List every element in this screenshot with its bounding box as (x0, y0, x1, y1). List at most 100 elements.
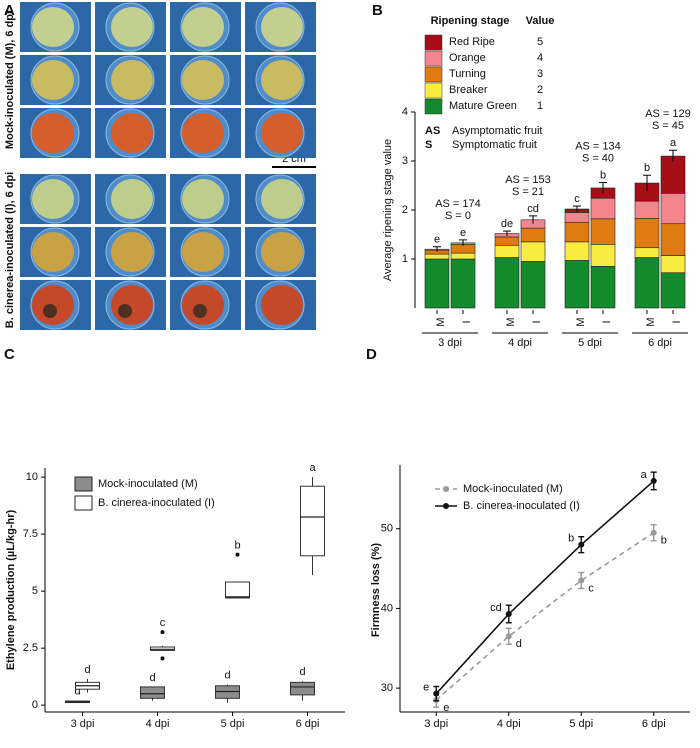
y-tick-label: 2.5 (23, 642, 38, 654)
row-group-label: B. cinerea-inoculated (I), 6 dpi (4, 172, 16, 328)
box (225, 581, 250, 599)
point (505, 610, 512, 617)
row-group-label: Mock-inoculated (M), 6 dpi (4, 11, 16, 149)
significance-letter: e (423, 682, 429, 694)
series-line (435, 480, 655, 695)
significance-letter: d (224, 670, 230, 682)
x-tick-label: I (461, 320, 473, 323)
y-tick-label: 30 (381, 682, 393, 694)
x-tick-label: M (575, 317, 587, 326)
fruit (111, 179, 153, 219)
bar-segment (590, 197, 616, 220)
group-label: 5 dpi (578, 337, 602, 349)
annotation: AS = 174 (435, 198, 481, 210)
point (578, 541, 585, 548)
x-tick-label: 6 dpi (296, 718, 320, 730)
y-tick-label: 2 (402, 204, 408, 216)
y-tick-label: 10 (26, 471, 38, 483)
significance-letter: d (84, 664, 90, 676)
y-tick-label: 5 (32, 585, 38, 597)
legend-label: Mature Green (449, 100, 517, 112)
fruit (182, 60, 224, 100)
significance-letter: c (588, 582, 594, 594)
significance-letter: b (568, 533, 574, 545)
annotation: S = 21 (512, 186, 544, 198)
bar-segment (660, 155, 686, 194)
x-tick-label: M (435, 317, 447, 326)
lesion (118, 304, 132, 318)
significance-letter: d (149, 672, 155, 684)
panel-label: D (366, 346, 377, 363)
bar-segment (660, 255, 686, 274)
fruit (32, 113, 74, 153)
box (290, 681, 315, 696)
bar-segment (634, 218, 660, 249)
bar-segment (424, 258, 450, 309)
significance-letter: b (644, 162, 650, 174)
abbreviation: S (425, 139, 432, 151)
bar-segment (450, 258, 476, 309)
bar-segment (494, 236, 520, 246)
x-tick-label: 5 dpi (569, 718, 593, 730)
y-tick-label: 7.5 (23, 528, 38, 540)
legend-label: Orange (449, 52, 486, 64)
box (300, 485, 325, 557)
bar-segment (634, 200, 660, 219)
y-tick-label: 4 (402, 106, 408, 118)
y-axis-label: Average ripening stage value (382, 139, 394, 281)
point (650, 529, 657, 536)
significance-letter: c (574, 193, 580, 205)
x-tick-label: 4 dpi (146, 718, 170, 730)
legend-swatch (424, 50, 443, 67)
legend-value: 2 (537, 84, 543, 96)
point (505, 633, 512, 640)
fruit (261, 7, 303, 47)
bar-segment (520, 227, 546, 243)
legend-label: B. cinerea-inoculated (I) (98, 497, 215, 509)
outlier (160, 656, 165, 661)
legend-label: B. cinerea-inoculated (I) (463, 500, 580, 512)
x-tick-label: 3 dpi (424, 718, 448, 730)
bar-segment (520, 241, 546, 262)
fruit (32, 232, 74, 272)
y-axis-label: Firmness loss (%) (370, 543, 382, 637)
bar-segment (450, 252, 476, 260)
significance-letter: d (74, 686, 80, 698)
significance-letter: b (234, 540, 240, 552)
x-tick-label: 5 dpi (221, 718, 245, 730)
abbreviation-text: Asymptomatic fruit (452, 125, 542, 137)
annotation: AS = 134 (575, 140, 621, 152)
y-tick-label: 1 (402, 253, 408, 265)
significance-letter: a (641, 469, 648, 481)
fruit (32, 60, 74, 100)
x-tick-label: I (531, 320, 543, 323)
y-tick-label: 50 (381, 523, 393, 535)
series-line (435, 532, 655, 701)
significance-letter: d (299, 666, 305, 678)
fruit (261, 285, 303, 325)
bar-segment (494, 257, 520, 309)
significance-letter: a (670, 137, 677, 149)
legend-value: 1 (537, 100, 543, 112)
fruit (32, 179, 74, 219)
x-tick-label: M (505, 317, 517, 326)
legend-label: Red Ripe (449, 36, 495, 48)
bar-segment (590, 266, 616, 309)
legend-value: 4 (537, 52, 543, 64)
fruit (182, 179, 224, 219)
significance-letter: cd (527, 203, 539, 215)
x-tick-label: I (671, 320, 683, 323)
fruit (261, 60, 303, 100)
legend-value: 3 (537, 68, 543, 80)
fruit (111, 285, 153, 325)
abbreviation-text: Symptomatic fruit (452, 139, 537, 151)
annotation: AS = 153 (505, 174, 551, 186)
point (650, 477, 657, 484)
legend-marker (443, 503, 449, 509)
bar-segment (590, 218, 616, 245)
fruit (261, 179, 303, 219)
group-label: 4 dpi (508, 337, 532, 349)
fruit (182, 7, 224, 47)
panel-label: A (4, 2, 15, 19)
